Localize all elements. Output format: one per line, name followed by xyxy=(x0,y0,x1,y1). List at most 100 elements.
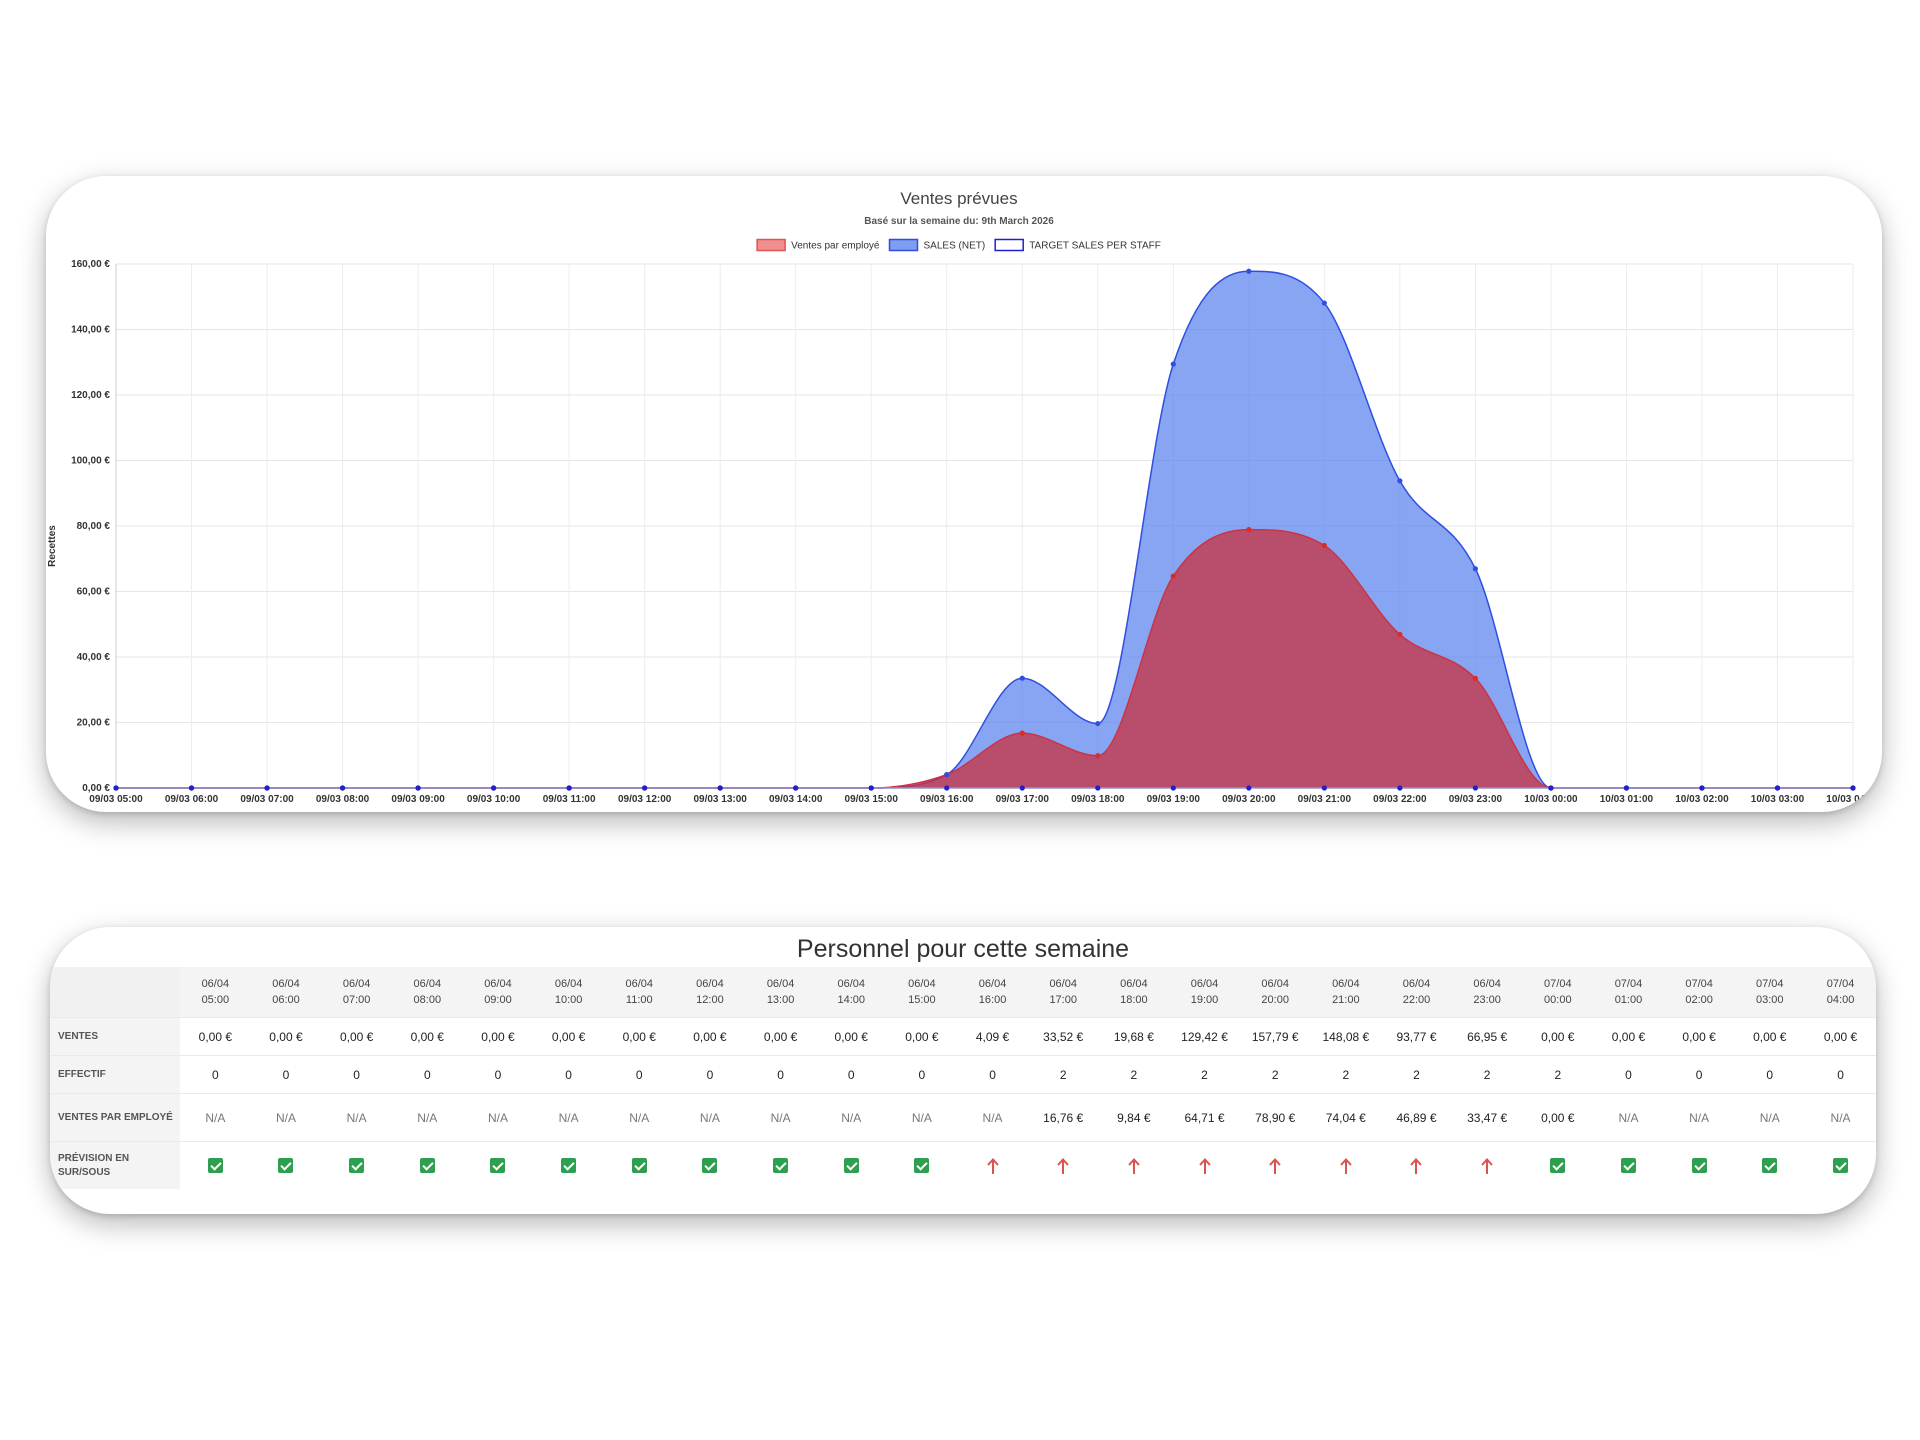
data-point[interactable] xyxy=(264,785,270,791)
column-header: 06/04 18:00 xyxy=(1098,967,1170,1018)
row-label: Prévision en sur/sous xyxy=(50,1141,180,1189)
data-point[interactable] xyxy=(1548,785,1554,791)
data-point[interactable] xyxy=(1170,361,1176,367)
column-time: 07:00 xyxy=(342,994,371,1006)
x-tick-label: 09/03 13:00 xyxy=(693,794,747,805)
table-cell: 0 xyxy=(250,1055,322,1094)
data-point[interactable] xyxy=(1623,785,1630,791)
data-point[interactable] xyxy=(1850,785,1856,791)
column-date: 06/04 xyxy=(978,978,1007,990)
column-header: 06/04 23:00 xyxy=(1451,967,1523,1018)
data-point[interactable] xyxy=(1019,785,1025,791)
y-tick-label: 140,00 € xyxy=(71,325,110,336)
forecast-cell xyxy=(1734,1141,1806,1189)
column-date: 07/04 xyxy=(1685,978,1713,990)
data-point[interactable] xyxy=(1397,785,1403,791)
table-cell: 0,00 € xyxy=(815,1017,887,1056)
column-date: 06/04 xyxy=(1049,978,1077,990)
table-cell: N/A xyxy=(180,1093,251,1142)
legend-label[interactable]: SALES (NET) xyxy=(924,241,986,252)
sales-per-staff-row: Ventes par employé N/A N/A N/A N/A N/A N/A N/A N… xyxy=(50,1093,1876,1142)
data-point[interactable] xyxy=(1774,785,1781,791)
forecast-cell xyxy=(321,1141,392,1189)
data-point[interactable] xyxy=(1321,785,1327,791)
legend-label[interactable]: Ventes par employé xyxy=(791,241,880,252)
x-tick-label: 10/03 03:00 xyxy=(1751,794,1805,805)
data-point[interactable] xyxy=(113,785,119,791)
column-header: 06/04 11:00 xyxy=(603,967,675,1018)
data-point[interactable] xyxy=(1246,268,1252,274)
column-time: 08:00 xyxy=(413,994,442,1006)
data-point[interactable] xyxy=(1095,785,1101,791)
table-cell: N/A xyxy=(321,1093,392,1142)
table-cell: N/A xyxy=(1593,1093,1664,1142)
forecast-cell xyxy=(1310,1141,1382,1189)
data-point[interactable] xyxy=(1472,785,1478,791)
sales-row: Ventes 0,00 €0,00 €0,00 €0,00 €0,00 €0,00… xyxy=(50,1017,1876,1056)
table-cell: 0,00 € xyxy=(1522,1093,1594,1142)
data-point[interactable] xyxy=(868,785,874,791)
data-point[interactable] xyxy=(793,785,799,791)
forecast-cell xyxy=(1239,1141,1311,1189)
data-point[interactable] xyxy=(944,785,950,791)
data-point[interactable] xyxy=(1472,566,1478,572)
data-point[interactable] xyxy=(1095,753,1101,759)
data-point[interactable] xyxy=(944,772,950,778)
table-cell: N/A xyxy=(603,1093,675,1142)
column-header: 06/04 19:00 xyxy=(1169,967,1240,1018)
column-time: 01:00 xyxy=(1614,994,1643,1006)
chart-legend[interactable]: Ventes par employé SALES (NET) TARGET SALE… xyxy=(756,238,1161,252)
data-point[interactable] xyxy=(1397,631,1403,638)
forecast-cell xyxy=(957,1141,1028,1189)
y-tick-label: 160,00 € xyxy=(71,259,110,270)
data-point[interactable] xyxy=(1095,720,1101,727)
check-icon xyxy=(631,1158,647,1174)
table-cell: N/A xyxy=(886,1093,958,1142)
x-tick-label: 10/03 01:00 xyxy=(1600,794,1654,805)
x-tick-label: 09/03 15:00 xyxy=(845,794,899,805)
legend-swatch[interactable] xyxy=(994,238,1024,252)
up-arrow-icon xyxy=(1269,1157,1281,1174)
data-point[interactable] xyxy=(1699,785,1705,791)
data-point[interactable] xyxy=(1397,478,1403,484)
table-cell: 2 xyxy=(1310,1055,1382,1094)
column-header: 06/04 21:00 xyxy=(1310,967,1382,1018)
column-time: 02:00 xyxy=(1685,994,1713,1006)
table-cell: 0 xyxy=(533,1055,604,1094)
data-point[interactable] xyxy=(1019,730,1025,736)
column-header: 06/04 10:00 xyxy=(533,967,604,1018)
data-point[interactable] xyxy=(491,785,497,791)
data-point[interactable] xyxy=(717,785,723,791)
data-point[interactable] xyxy=(642,785,648,791)
column-time: 18:00 xyxy=(1120,994,1148,1006)
check-icon xyxy=(207,1158,223,1174)
table-cell: 0 xyxy=(745,1055,816,1094)
table-cell: 0 xyxy=(1805,1055,1876,1094)
data-point[interactable] xyxy=(1170,785,1176,791)
legend-swatch[interactable] xyxy=(888,238,919,252)
data-point[interactable] xyxy=(339,785,346,791)
table-cell: 64,71 € xyxy=(1169,1093,1240,1142)
legend-label[interactable]: TARGET SALES PER STAFF xyxy=(1029,241,1161,252)
forecast-cell xyxy=(1098,1141,1170,1189)
forecast-chart: 160,00 € 140,00 € 120,00 € 100,00 € 80,00 € 6… xyxy=(47,189,1880,805)
data-point[interactable] xyxy=(188,785,195,791)
data-point[interactable] xyxy=(415,785,421,791)
data-point[interactable] xyxy=(1170,573,1176,579)
data-point[interactable] xyxy=(566,785,572,791)
data-point[interactable] xyxy=(1019,675,1025,681)
table-cell: 0,00 € xyxy=(250,1017,322,1056)
forecast-cell xyxy=(1027,1141,1099,1189)
data-point[interactable] xyxy=(1246,527,1252,533)
staff-table-card: Personnel pour cette semaine 06/04 05:00 0… xyxy=(50,927,1876,1214)
table-cell: 0,00 € xyxy=(462,1017,534,1056)
legend-swatch[interactable] xyxy=(756,238,786,252)
data-point[interactable] xyxy=(1472,675,1478,681)
table-cell: 46,89 € xyxy=(1381,1093,1452,1142)
data-point[interactable] xyxy=(1321,300,1327,306)
data-point[interactable] xyxy=(1321,542,1327,549)
data-point[interactable] xyxy=(1246,785,1252,791)
column-time: 00:00 xyxy=(1544,994,1572,1006)
check-icon xyxy=(419,1158,435,1174)
chart-subtitle: Basé sur la semaine du: 9th March 2026 xyxy=(864,216,1054,227)
